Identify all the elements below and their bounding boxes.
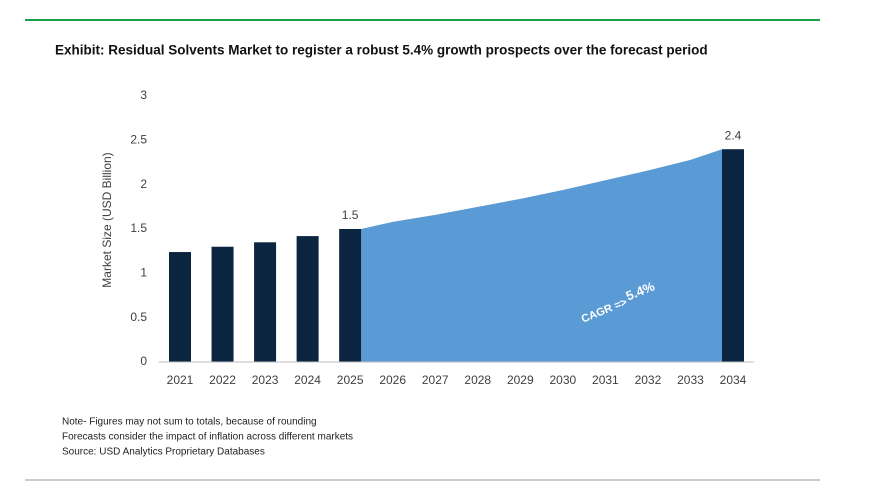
x-tick-label: 2028 [464, 373, 491, 387]
bar [339, 229, 362, 362]
bar [169, 252, 191, 362]
x-tick-label: 2022 [209, 373, 236, 387]
x-tick-label: 2027 [422, 373, 449, 387]
y-tick-label: 0.5 [130, 310, 147, 324]
bar [254, 242, 277, 362]
bar [722, 149, 744, 362]
y-tick-label: 2.5 [130, 133, 147, 147]
x-tick-label: 2021 [167, 373, 194, 387]
note: Source: USD Analytics Proprietary Databa… [62, 447, 265, 458]
y-tick-label: 3 [140, 88, 147, 102]
x-tick-label: 2026 [379, 373, 406, 387]
bar [211, 246, 234, 362]
x-tick-label: 2025 [337, 373, 364, 387]
forecast-area [361, 149, 722, 362]
data-label: 2.4 [725, 128, 742, 142]
y-tick-label: 0 [140, 354, 147, 368]
y-axis-title: Market Size (USD Billion) [100, 152, 114, 287]
x-tick-label: 2034 [720, 373, 747, 387]
y-tick-label: 1 [140, 266, 147, 280]
bar [296, 236, 319, 362]
x-tick-label: 2032 [635, 373, 662, 387]
x-tick-label: 2033 [677, 373, 704, 387]
y-tick-label: 2 [140, 177, 147, 191]
x-tick-label: 2023 [252, 373, 279, 387]
y-tick-label: 1.5 [130, 221, 147, 235]
x-tick-label: 2031 [592, 373, 619, 387]
data-label: 1.5 [342, 208, 359, 222]
x-tick-label: 2024 [294, 373, 321, 387]
chart-title: Exhibit: Residual Solvents Market to reg… [55, 43, 708, 58]
note: Note- Figures may not sum to totals, bec… [62, 417, 317, 428]
note: Forecasts consider the impact of inflati… [62, 432, 353, 443]
x-tick-label: 2030 [549, 373, 576, 387]
plot-area: 0 0.5 1 1.5 2 2.5 3 2021 2022 2023 2024 2025 2026 202… [130, 88, 755, 387]
x-tick-label: 2029 [507, 373, 534, 387]
